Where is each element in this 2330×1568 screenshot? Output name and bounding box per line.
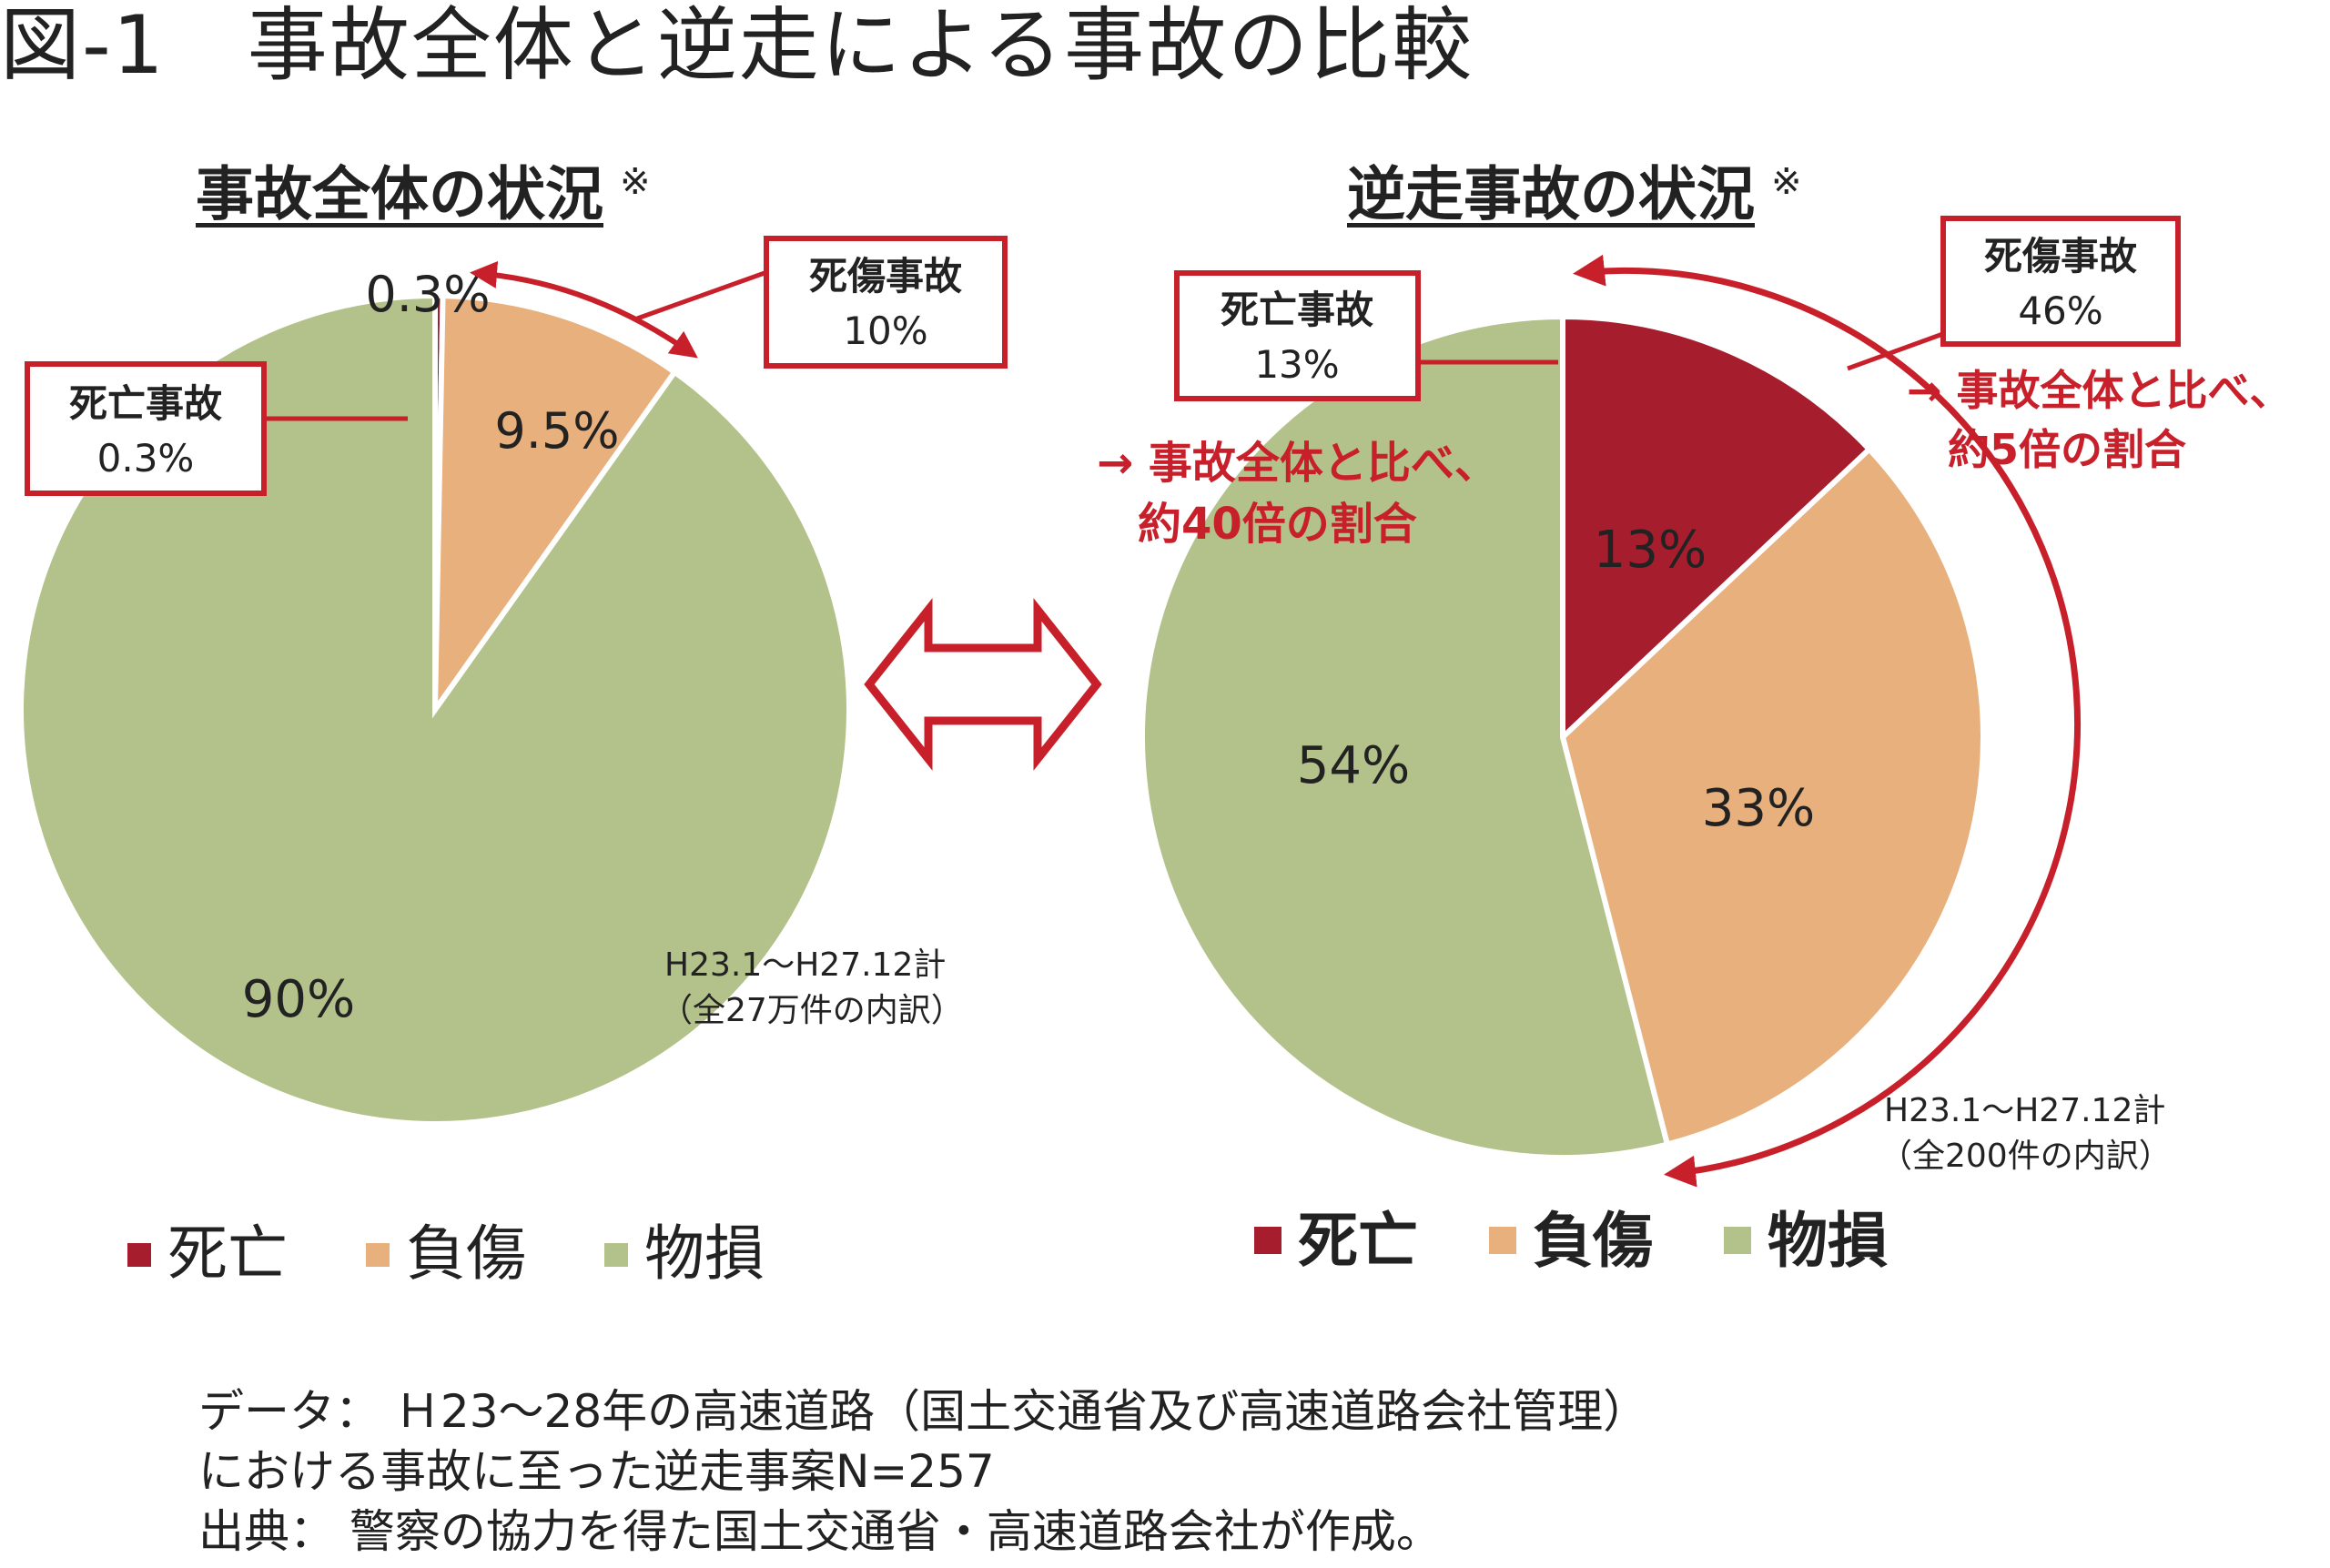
right-death-callout-label: 死亡事故	[1221, 288, 1373, 332]
left-legend-label-property: 物損	[644, 1219, 765, 1289]
left-period-note: H23.1～H27.12計 （全27万件の内訳）	[660, 946, 964, 1029]
right-chart-title: 逆走事故の状況 ※	[1347, 146, 1802, 231]
annotation-5x-line1: → 事故全体と比べ、	[1907, 366, 2292, 415]
notes-line-2: における事故に至った逆走事案N=257	[198, 1445, 995, 1498]
right-injury-callout: 死傷事故 46%	[1940, 216, 2181, 347]
annotation-40x-line1: → 事故全体と比べ、	[1097, 438, 1498, 489]
figure-title: 図-1 事故全体と逆走による事故の比較	[0, 0, 1474, 92]
compare-double-arrow	[864, 598, 1102, 771]
notes-line-3: 出典： 警察の協力を得た国土交通省・高速道路会社が作成。	[198, 1505, 1442, 1558]
left-legend-label-death: 死亡	[167, 1219, 288, 1289]
right-legend-swatch-death	[1254, 1227, 1282, 1254]
right-injury-callout-value: 46%	[2018, 288, 2102, 333]
right-legend: 死亡 負傷 物損	[1254, 1206, 1888, 1276]
left-pie-slice-label-injury: 9.5%	[494, 402, 619, 460]
left-pie-slice-label-death: 0.3%	[365, 266, 490, 323]
annotation-40x: → 事故全体と比べ、 約40倍の割合	[1097, 438, 1498, 550]
right-legend-label-property: 物損	[1768, 1206, 1888, 1276]
left-death-callout-value: 0.3%	[97, 436, 195, 481]
right-period-note: H23.1～H27.12計 （全200件の内訳）	[1879, 1092, 2172, 1175]
left-death-callout: 死亡事故 0.3%	[25, 361, 267, 496]
left-legend-swatch-property	[604, 1243, 628, 1267]
left-legend-swatch-injury	[366, 1243, 390, 1267]
left-chart-title: 事故全体の状況 ※	[196, 146, 651, 231]
right-period-note-line1: H23.1～H27.12計	[1884, 1092, 2165, 1129]
right-injury-pointer	[1847, 329, 1949, 371]
right-death-callout-value: 13%	[1254, 342, 1339, 387]
notes-line-1: データ： Ｈ23～28年の高速道路（国土交通省及び高速道路会社管理）	[198, 1385, 1649, 1438]
left-chart-title-text: 事故全体の状況	[196, 161, 603, 229]
source-notes: データ： Ｈ23～28年の高速道路（国土交通省及び高速道路会社管理） における事…	[198, 1381, 1648, 1562]
right-legend-label-death: 死亡	[1298, 1206, 1418, 1276]
right-legend-label-injury: 負傷	[1533, 1206, 1653, 1276]
right-pie-slice-label-property: 54%	[1297, 736, 1410, 795]
left-chart-title-mark: ※	[620, 161, 651, 203]
right-pie-slice-label-injury: 33%	[1702, 779, 1815, 838]
left-injury-callout-value: 10%	[843, 309, 927, 353]
right-chart-title-mark: ※	[1771, 161, 1802, 203]
right-pie-slice-label-death: 13%	[1594, 521, 1707, 580]
right-chart-title-text: 逆走事故の状況	[1347, 161, 1755, 229]
annotation-5x-line2: 約5倍の割合	[1948, 425, 2186, 474]
right-legend-swatch-property	[1724, 1227, 1751, 1254]
left-period-note-line2: （全27万件の内訳）	[660, 992, 964, 1029]
annotation-40x-line2: 約40倍の割合	[1138, 499, 1417, 550]
left-legend: 死亡 負傷 物損	[127, 1219, 765, 1289]
left-death-callout-label: 死亡事故	[69, 381, 222, 426]
left-pie-slice-label-property: 90%	[242, 970, 355, 1029]
left-injury-callout: 死傷事故 10%	[764, 236, 1008, 369]
left-pie-chart: 0.3% 9.5% 90%	[18, 266, 852, 1127]
left-callout-arc-arrow	[470, 260, 698, 359]
figure-canvas: 0.3% 9.5% 90% 13% 33% 54% 死亡事故 0.3% 死傷事故 10%…	[18, 216, 2292, 1289]
right-callout-arc-arrow	[1573, 254, 2082, 1188]
left-injury-callout-label: 死傷事故	[809, 254, 962, 298]
right-death-callout: 死亡事故 13%	[1174, 270, 1421, 401]
right-injury-callout-label: 死傷事故	[1984, 234, 2137, 278]
left-period-note-line1: H23.1～H27.12計	[664, 946, 946, 984]
annotation-5x: → 事故全体と比べ、 約5倍の割合	[1907, 366, 2292, 474]
right-period-note-line2: （全200件の内訳）	[1879, 1138, 2172, 1175]
left-legend-label-injury: 負傷	[406, 1219, 526, 1289]
right-legend-swatch-injury	[1489, 1227, 1516, 1254]
left-legend-swatch-death	[127, 1243, 151, 1267]
left-injury-pointer	[636, 270, 765, 321]
